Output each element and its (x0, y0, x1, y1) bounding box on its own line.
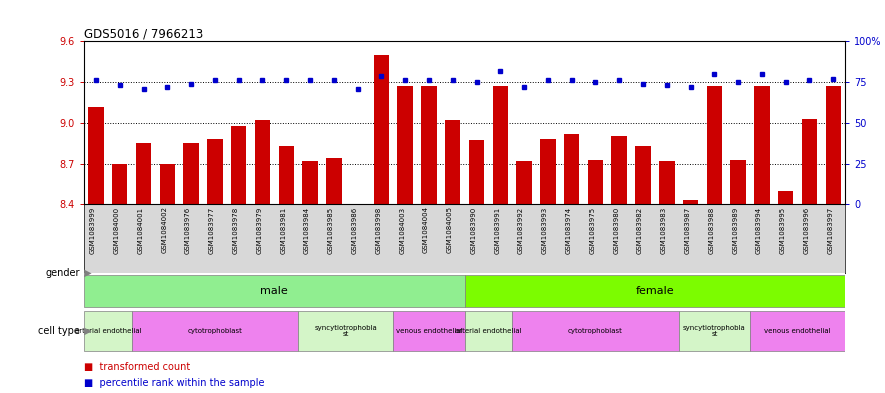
Text: gender: gender (45, 268, 80, 278)
Bar (659, 161, 674, 204)
Bar (469, 140, 484, 204)
Bar (112, 163, 127, 204)
Bar (84, 275, 465, 307)
Text: GSM1083982: GSM1083982 (637, 206, 643, 253)
Bar (393, 311, 465, 351)
Text: ▶: ▶ (81, 326, 92, 336)
Text: GSM1083996: GSM1083996 (804, 206, 810, 253)
Bar (612, 136, 627, 204)
Bar (298, 311, 393, 351)
Text: GSM1083989: GSM1083989 (732, 206, 738, 253)
Bar (303, 161, 318, 204)
Text: GSM1083979: GSM1083979 (257, 206, 263, 253)
Text: GSM1083983: GSM1083983 (661, 206, 666, 253)
Bar (754, 86, 770, 204)
Text: cytotrophoblast: cytotrophoblast (188, 328, 242, 334)
Bar (373, 55, 389, 204)
Text: venous endothelial: venous endothelial (765, 328, 831, 334)
Text: syncytiotrophobla
st: syncytiotrophobla st (314, 325, 377, 337)
Text: GSM1083993: GSM1083993 (542, 206, 548, 253)
Text: GSM1083978: GSM1083978 (233, 206, 239, 253)
Text: GSM1083977: GSM1083977 (209, 206, 215, 253)
Bar (132, 311, 298, 351)
Text: GSM1083998: GSM1083998 (375, 206, 381, 253)
Bar (465, 275, 845, 307)
Bar (88, 107, 104, 204)
Bar (231, 125, 246, 204)
Text: syncytiotrophobla
st: syncytiotrophobla st (683, 325, 746, 337)
Bar (397, 86, 413, 204)
Text: GSM1083975: GSM1083975 (589, 206, 596, 253)
Bar (84, 311, 132, 351)
Text: male: male (260, 286, 289, 296)
Bar (564, 134, 580, 204)
Text: GSM1083984: GSM1083984 (304, 206, 310, 253)
Text: GSM1083991: GSM1083991 (495, 206, 500, 253)
Bar (588, 160, 604, 204)
Text: cytotrophoblast: cytotrophoblast (568, 328, 623, 334)
Text: GSM1083994: GSM1083994 (756, 206, 762, 253)
Text: GSM1084000: GSM1084000 (114, 206, 119, 253)
Bar (635, 146, 650, 204)
Bar (802, 119, 817, 204)
Text: GSM1083988: GSM1083988 (708, 206, 714, 253)
Text: GSM1084003: GSM1084003 (399, 206, 405, 253)
Text: GSM1084005: GSM1084005 (447, 206, 453, 253)
Text: female: female (635, 286, 674, 296)
Bar (279, 146, 294, 204)
Bar (207, 139, 223, 204)
Bar (183, 143, 199, 204)
Bar (516, 161, 532, 204)
Bar (135, 143, 151, 204)
Text: GSM1083981: GSM1083981 (281, 206, 286, 253)
Text: ▶: ▶ (81, 268, 92, 278)
Text: GSM1083980: GSM1083980 (613, 206, 620, 253)
Bar (326, 158, 342, 204)
Bar (445, 120, 460, 204)
Text: GSM1084002: GSM1084002 (161, 206, 167, 253)
Text: GSM1083986: GSM1083986 (351, 206, 358, 253)
Bar (255, 120, 270, 204)
Bar (159, 163, 175, 204)
Text: GSM1083990: GSM1083990 (471, 206, 476, 253)
Text: GSM1084004: GSM1084004 (423, 206, 429, 253)
Bar (679, 311, 750, 351)
Bar (706, 86, 722, 204)
Text: GSM1083974: GSM1083974 (566, 206, 572, 253)
Text: GSM1083985: GSM1083985 (327, 206, 334, 253)
Text: GSM1083997: GSM1083997 (827, 206, 834, 253)
Bar (778, 191, 794, 204)
Text: GSM1083999: GSM1083999 (90, 206, 96, 253)
Bar (465, 311, 512, 351)
Text: venous endothelial: venous endothelial (396, 328, 462, 334)
Bar (421, 86, 436, 204)
Bar (493, 86, 508, 204)
Text: GSM1084001: GSM1084001 (137, 206, 143, 253)
Bar (730, 160, 746, 204)
Bar (683, 200, 698, 204)
Bar (512, 311, 679, 351)
Text: GSM1083976: GSM1083976 (185, 206, 191, 253)
Text: GSM1083995: GSM1083995 (780, 206, 786, 253)
Text: ■  transformed count: ■ transformed count (84, 362, 190, 373)
Text: cell type: cell type (38, 326, 80, 336)
Bar (540, 139, 556, 204)
Bar (826, 86, 841, 204)
Text: GSM1083987: GSM1083987 (685, 206, 690, 253)
Text: arterial endothelial: arterial endothelial (74, 328, 142, 334)
Bar (750, 311, 845, 351)
Text: arterial endothelial: arterial endothelial (455, 328, 522, 334)
Text: GSM1083992: GSM1083992 (518, 206, 524, 253)
Text: GDS5016 / 7966213: GDS5016 / 7966213 (84, 27, 204, 40)
Text: ■  percentile rank within the sample: ■ percentile rank within the sample (84, 378, 265, 388)
